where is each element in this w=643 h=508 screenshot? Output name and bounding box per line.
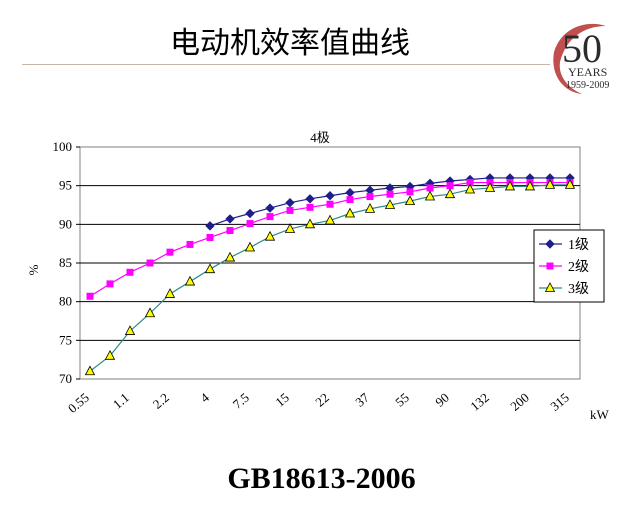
x-tick-label: 90 (432, 390, 452, 410)
legend-label: 1级 (568, 237, 589, 253)
data-point (305, 194, 315, 204)
data-point (444, 188, 456, 199)
data-point (364, 203, 376, 213)
logo-range: 1959-2009 (566, 80, 609, 91)
data-point (366, 192, 374, 200)
data-point (146, 259, 154, 267)
data-point (326, 200, 334, 208)
data-point (264, 230, 276, 241)
data-point (325, 191, 335, 201)
title-divider (22, 64, 550, 65)
x-tick-label: 132 (467, 390, 492, 414)
data-point (464, 183, 476, 194)
data-point (204, 263, 216, 274)
data-point (284, 223, 296, 233)
chart-title: 4极 (310, 130, 330, 145)
x-tick-label: 15 (272, 390, 292, 410)
data-point (344, 207, 356, 218)
efficiency-chart: 4极 70 75 80 85 90 95 100 % 0.55 1.1 2.2 4 7.5 15 22 3… (26, 130, 610, 422)
data-point (564, 179, 576, 189)
data-point (244, 241, 256, 252)
data-point (546, 262, 554, 270)
data-point (285, 197, 295, 208)
data-point (106, 280, 114, 288)
data-point (406, 188, 414, 196)
data-point (404, 195, 416, 206)
legend-item: 3级 (539, 281, 589, 297)
x-tick-label: 4 (197, 389, 212, 405)
data-point (545, 239, 555, 249)
logo-number: 50 (562, 26, 602, 71)
anniversary-logo: 50 YEARS 1959-2009 (553, 23, 609, 95)
data-point (504, 180, 516, 191)
data-point (186, 240, 194, 248)
x-tick-label: 315 (547, 390, 572, 414)
data-point (324, 214, 336, 225)
data-point (544, 179, 556, 189)
data-point (84, 365, 96, 376)
data-point (104, 349, 116, 360)
x-tick-label: 0.55 (65, 390, 92, 416)
data-point (184, 275, 196, 286)
logo-years: YEARS (568, 65, 607, 79)
data-point (424, 190, 436, 201)
data-point (205, 221, 215, 231)
data-point (426, 184, 434, 192)
x-tick-label: 7.5 (230, 390, 252, 412)
data-point (524, 180, 536, 191)
x-tick-label: 200 (507, 390, 532, 414)
data-point (164, 288, 176, 298)
data-point (384, 199, 396, 209)
data-point (245, 208, 255, 219)
y-tick-label: 100 (53, 139, 73, 154)
y-tick-label: 70 (59, 371, 72, 386)
data-point (346, 196, 354, 204)
data-point (386, 190, 394, 198)
x-tick-label: 55 (392, 390, 412, 410)
data-point (86, 292, 94, 300)
x-tick-label: 2.2 (150, 390, 172, 412)
series-3 (84, 179, 576, 376)
legend: 1级 2级 3级 (533, 229, 605, 303)
data-point (304, 218, 316, 229)
y-tick-label: 85 (59, 255, 72, 270)
legend-label: 3级 (568, 281, 589, 297)
data-point (206, 233, 214, 241)
x-tick-label: 1.1 (110, 390, 132, 412)
y-tick-label: 95 (59, 178, 72, 193)
data-point (266, 213, 274, 221)
legend-item: 2级 (539, 259, 589, 275)
x-tick-label: 37 (352, 389, 372, 409)
y-tick-label: 80 (59, 294, 72, 309)
page-title: 电动机效率值曲线 (170, 26, 410, 61)
x-axis-unit: kW (590, 407, 610, 422)
data-point (544, 282, 556, 292)
data-point (446, 182, 454, 190)
logo-swoosh (553, 23, 606, 95)
data-point (224, 251, 236, 262)
data-point (246, 220, 254, 228)
data-point (226, 227, 234, 235)
data-point (265, 203, 275, 213)
data-point (166, 248, 174, 256)
legend-label: 2级 (568, 259, 589, 275)
data-point (124, 325, 136, 335)
data-point (144, 307, 156, 318)
y-tick-label: 90 (59, 216, 72, 231)
data-point (126, 268, 134, 276)
x-tick-label: 22 (312, 390, 332, 410)
y-axis-label: % (26, 264, 41, 275)
y-tick-label: 75 (59, 332, 72, 347)
data-point (306, 203, 314, 211)
data-point (225, 214, 235, 224)
legend-item: 1级 (539, 237, 589, 253)
data-point (466, 179, 474, 187)
data-point (484, 182, 496, 192)
footer-standard: GB18613-2006 (227, 462, 416, 495)
data-point (286, 206, 294, 214)
